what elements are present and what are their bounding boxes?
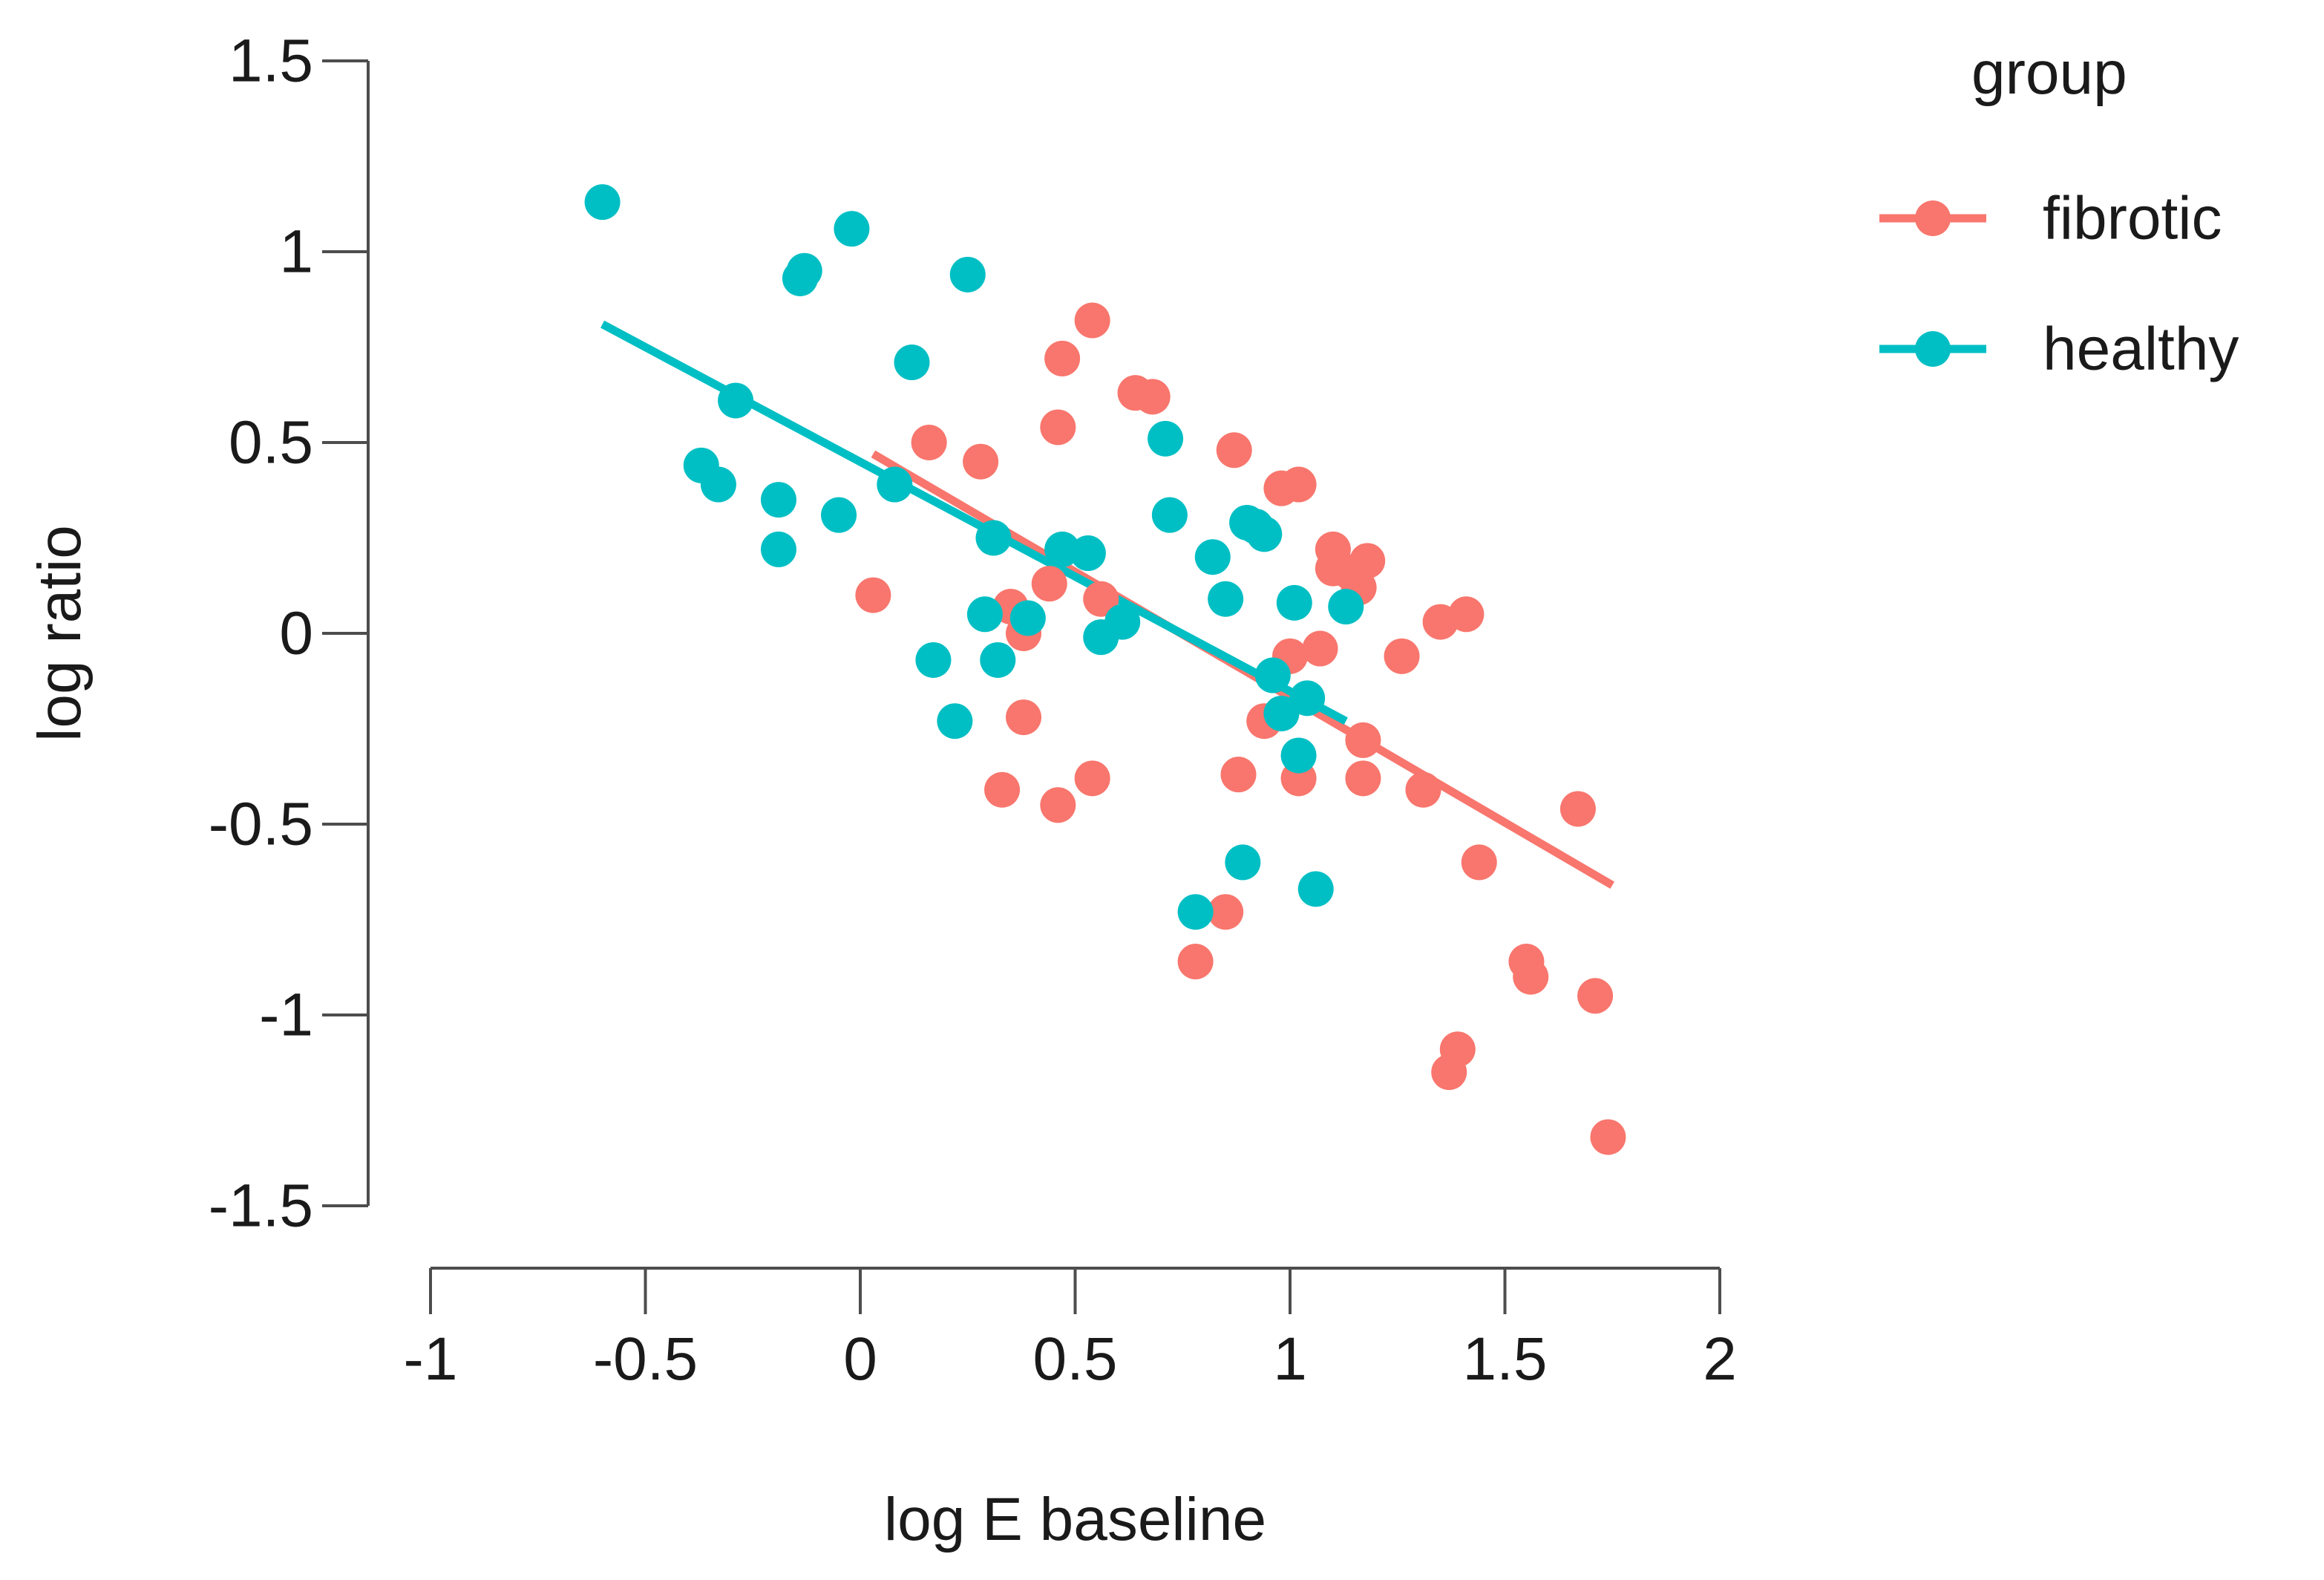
data-point-fibrotic <box>1405 771 1441 808</box>
data-point-fibrotic <box>963 443 999 480</box>
data-point-healthy <box>584 184 621 221</box>
y-tick-label: -0.5 <box>209 791 313 858</box>
data-point-healthy <box>821 497 857 533</box>
data-point-fibrotic <box>1513 959 1549 995</box>
y-tick-label: 0 <box>279 600 313 667</box>
y-tick-label: 1 <box>279 218 313 286</box>
data-point-fibrotic <box>984 771 1021 808</box>
data-point-healthy <box>1289 680 1326 716</box>
x-tick-label: 1 <box>1273 1325 1307 1393</box>
data-point-fibrotic <box>1216 432 1252 469</box>
data-point-healthy <box>1104 604 1141 640</box>
data-point-fibrotic <box>1040 787 1076 823</box>
x-tick-label: 1.5 <box>1463 1325 1548 1393</box>
data-point-healthy <box>915 642 952 678</box>
data-point-fibrotic <box>1044 340 1081 376</box>
x-axis-title: log E baseline <box>884 1486 1266 1553</box>
data-point-fibrotic <box>1590 1119 1626 1155</box>
data-point-fibrotic <box>1074 760 1110 797</box>
data-point-healthy <box>700 466 736 503</box>
data-point-healthy <box>980 642 1016 678</box>
data-point-healthy <box>966 596 1003 633</box>
data-point-healthy <box>1225 844 1261 881</box>
data-point-healthy <box>937 703 973 740</box>
y-tick-label: -1.5 <box>209 1172 313 1240</box>
data-point-fibrotic <box>1448 596 1485 633</box>
data-point-healthy <box>1297 871 1334 907</box>
data-point-healthy <box>1194 539 1231 575</box>
data-point-healthy <box>786 252 822 289</box>
legend-item-fibrotic: fibrotic <box>1879 185 2222 252</box>
data-point-healthy <box>1208 581 1244 617</box>
data-point-fibrotic <box>1577 978 1614 1014</box>
y-axis-title: log ratio <box>26 525 94 742</box>
y-tick-label: -1 <box>259 982 313 1049</box>
legend-item-healthy: healthy <box>1879 316 2239 383</box>
data-point-fibrotic <box>1074 302 1110 339</box>
data-point-fibrotic <box>1384 638 1420 674</box>
data-point-healthy <box>949 256 986 293</box>
legend-key-dot-healthy <box>1915 331 1951 367</box>
data-point-healthy <box>1276 584 1312 621</box>
data-point-fibrotic <box>911 425 947 460</box>
data-point-fibrotic <box>1439 1031 1476 1068</box>
data-point-fibrotic <box>1461 844 1497 881</box>
data-point-healthy <box>718 382 754 419</box>
data-point-healthy <box>1246 516 1283 552</box>
data-point-healthy <box>1151 497 1188 533</box>
legend-label-fibrotic: fibrotic <box>2043 185 2222 252</box>
data-point-healthy <box>760 531 796 567</box>
data-point-fibrotic <box>1559 791 1596 827</box>
x-tick-label: 0.5 <box>1033 1325 1118 1393</box>
data-points <box>584 184 1626 1155</box>
data-point-healthy <box>1254 657 1291 693</box>
x-tick-label: -0.5 <box>593 1325 698 1393</box>
data-point-fibrotic <box>1031 566 1067 602</box>
data-point-healthy <box>834 211 870 247</box>
x-axis: -1 -0.5 0 0.5 1 1.5 2 <box>404 1267 1737 1393</box>
data-point-healthy <box>894 345 930 381</box>
data-point-fibrotic <box>1208 894 1244 930</box>
legend-key-dot-fibrotic <box>1915 200 1951 236</box>
data-point-healthy <box>1070 535 1106 572</box>
data-point-fibrotic <box>1302 630 1338 667</box>
x-tick-label: -1 <box>404 1325 458 1393</box>
data-point-healthy <box>760 482 796 518</box>
data-point-healthy <box>1328 589 1364 625</box>
data-point-fibrotic <box>1006 699 1042 736</box>
data-point-fibrotic <box>855 577 891 613</box>
data-point-healthy <box>1263 695 1300 731</box>
y-tick-label: 0.5 <box>229 409 313 477</box>
data-point-fibrotic <box>1134 379 1171 415</box>
y-tick-label: 1.5 <box>229 27 313 95</box>
data-point-healthy <box>975 520 1012 556</box>
data-point-fibrotic <box>1345 722 1381 758</box>
data-point-fibrotic <box>1083 581 1119 617</box>
data-point-fibrotic <box>1349 543 1386 579</box>
data-point-fibrotic <box>1345 760 1381 797</box>
legend-label-healthy: healthy <box>2043 316 2239 383</box>
legend: group fibrotic healthy <box>1879 39 2239 383</box>
data-point-healthy <box>1280 737 1317 774</box>
data-point-healthy <box>877 466 913 503</box>
data-point-healthy <box>1148 420 1184 457</box>
y-axis: 1.5 1 0.5 0 -0.5 -1 -1.5 <box>209 27 370 1240</box>
legend-title: group <box>1971 39 2127 107</box>
data-point-healthy <box>1177 894 1214 930</box>
data-point-fibrotic <box>1177 944 1214 980</box>
data-point-fibrotic <box>1040 409 1076 445</box>
x-tick-label: 0 <box>843 1325 877 1393</box>
data-point-fibrotic <box>1220 757 1257 793</box>
x-tick-label: 2 <box>1703 1325 1737 1393</box>
data-point-healthy <box>1009 600 1046 636</box>
data-point-fibrotic <box>1280 466 1317 503</box>
